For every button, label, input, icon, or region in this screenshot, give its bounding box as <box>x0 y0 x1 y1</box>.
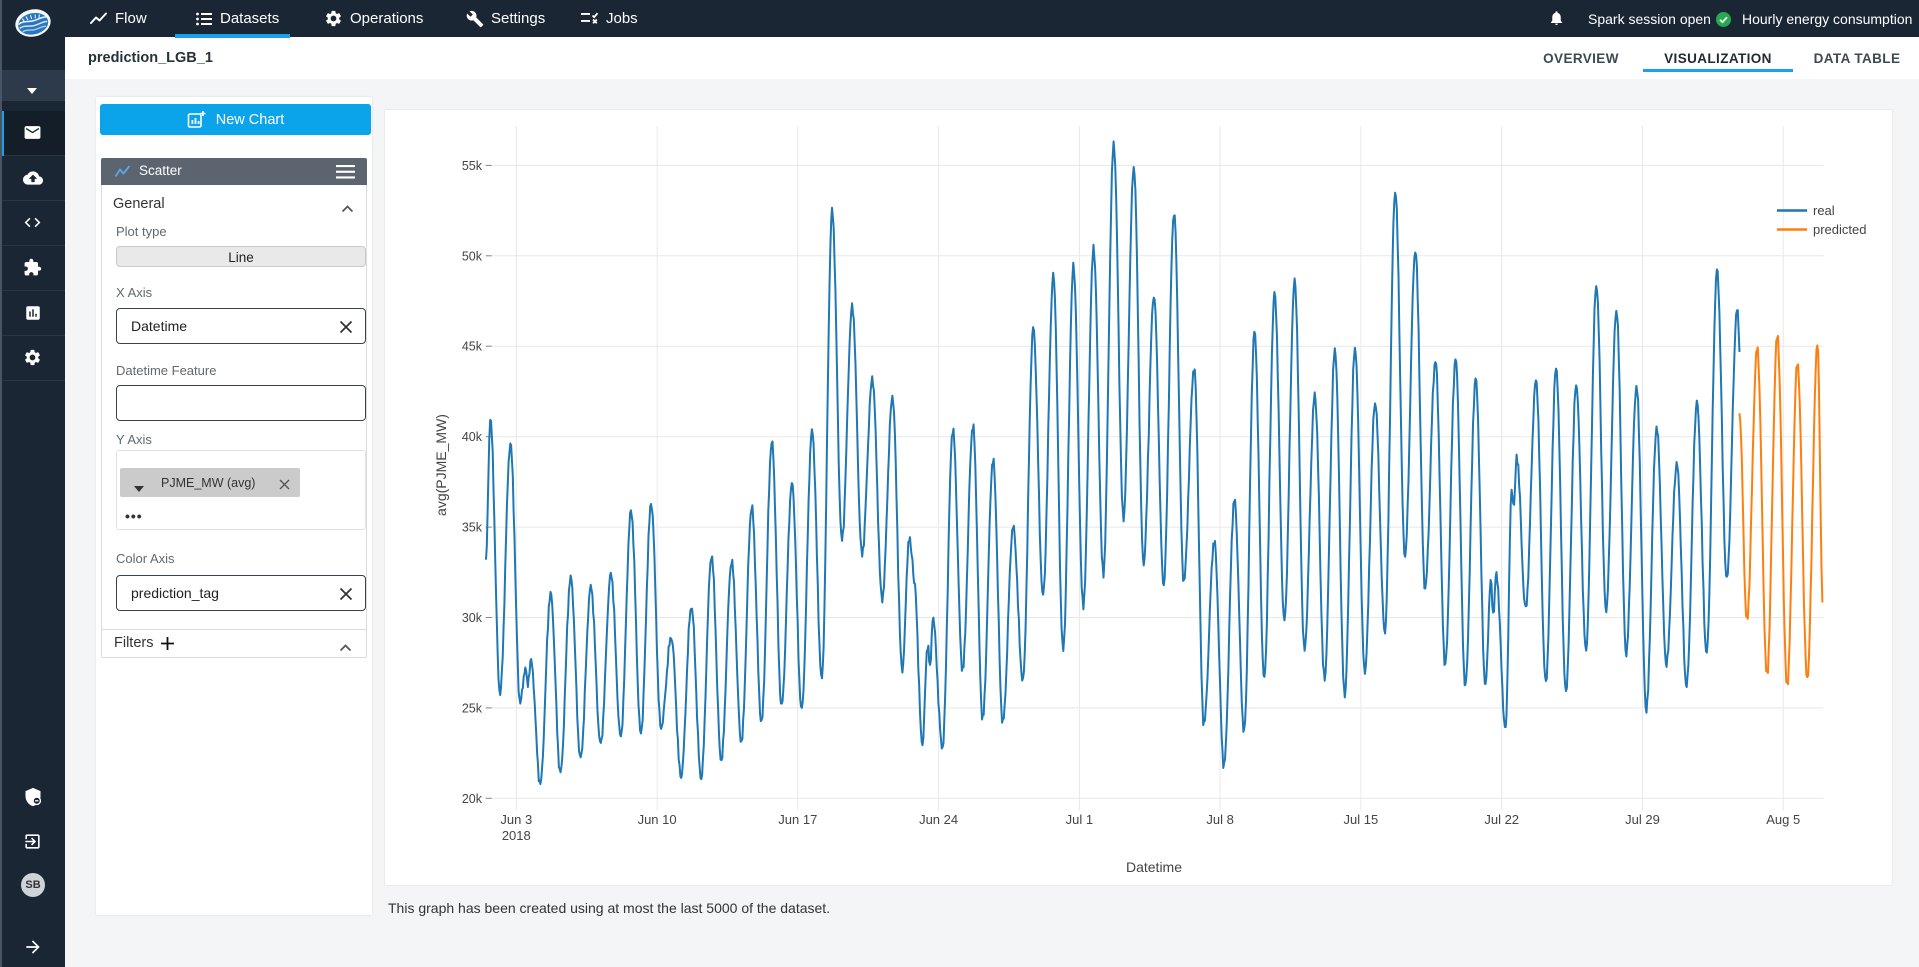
svg-text:2018: 2018 <box>502 828 531 843</box>
svg-text:real: real <box>1813 203 1835 218</box>
svg-text:30k: 30k <box>462 611 483 625</box>
svg-text:Jun 17: Jun 17 <box>778 812 817 827</box>
svg-text:40k: 40k <box>462 430 483 444</box>
svg-text:Aug 5: Aug 5 <box>1766 812 1800 827</box>
svg-text:Jul 1: Jul 1 <box>1066 812 1093 827</box>
svg-text:35k: 35k <box>462 521 483 535</box>
svg-text:predicted: predicted <box>1813 222 1866 237</box>
svg-text:Jul 8: Jul 8 <box>1206 812 1233 827</box>
svg-text:Jul 15: Jul 15 <box>1344 812 1379 827</box>
svg-text:Jun 24: Jun 24 <box>919 812 958 827</box>
svg-text:45k: 45k <box>462 340 483 354</box>
svg-text:avg(PJME_MW): avg(PJME_MW) <box>433 414 449 516</box>
svg-text:25k: 25k <box>462 701 483 715</box>
svg-text:Datetime: Datetime <box>1126 859 1182 875</box>
svg-text:Jun 3: Jun 3 <box>500 812 532 827</box>
svg-text:Jun 10: Jun 10 <box>638 812 677 827</box>
svg-text:20k: 20k <box>462 792 483 806</box>
svg-text:55k: 55k <box>462 159 483 173</box>
svg-text:Jul 29: Jul 29 <box>1625 812 1660 827</box>
svg-text:50k: 50k <box>462 249 483 263</box>
svg-text:Jul 22: Jul 22 <box>1484 812 1519 827</box>
